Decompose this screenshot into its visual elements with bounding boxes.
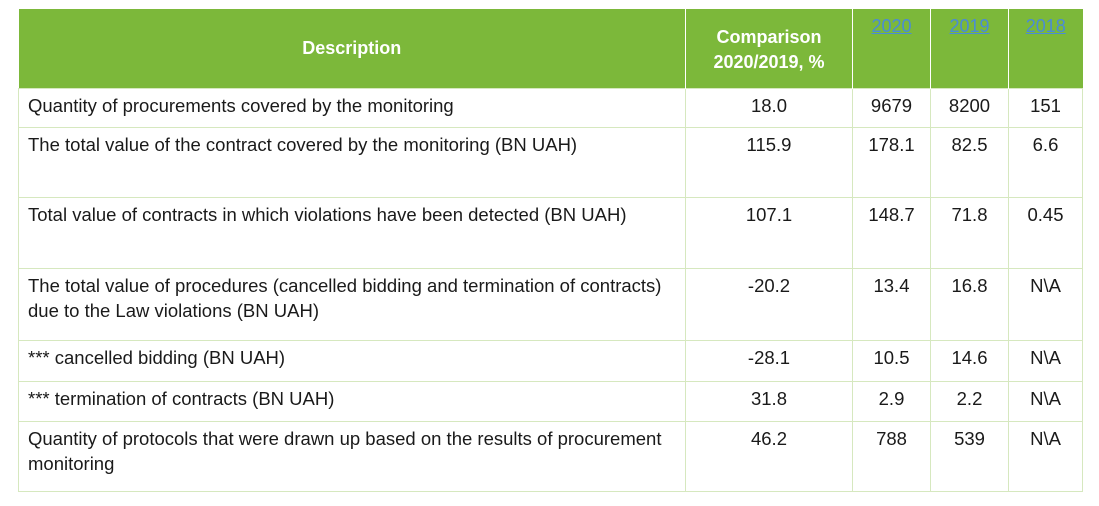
value-2018: 151 [1008,88,1083,128]
row-description: *** termination of contracts (BN UAH) [18,381,686,422]
year-2018-header: 2018 [1008,9,1083,89]
comparison-value: 107.1 [685,197,853,269]
row-description: Quantity of protocols that were drawn up… [18,421,686,492]
table-row: *** cancelled bidding (BN UAH) -28.1 10.… [18,340,1083,382]
year-2020-header: 2020 [852,9,931,89]
value-2020: 9679 [852,88,931,128]
value-2019: 82.5 [930,127,1009,198]
comparison-header: Comparison 2020/2019, % [685,9,853,89]
procurement-monitoring-table: Description Comparison 2020/2019, % 2020… [18,9,1083,492]
value-2020: 2.9 [852,381,931,422]
description-header: Description [18,9,686,89]
row-description: *** cancelled bidding (BN UAH) [18,340,686,382]
comparison-value: -28.1 [685,340,853,382]
value-2020: 788 [852,421,931,492]
value-2018: N\A [1008,421,1083,492]
value-2019: 71.8 [930,197,1009,269]
comparison-value: 115.9 [685,127,853,198]
value-2018: 0.45 [1008,197,1083,269]
table-row: Total value of contracts in which violat… [18,197,1083,269]
value-2019: 8200 [930,88,1009,128]
value-2018: N\A [1008,340,1083,382]
comparison-value: 46.2 [685,421,853,492]
year-2020-link[interactable]: 2020 [871,16,912,36]
value-2018: N\A [1008,381,1083,422]
year-2018-link[interactable]: 2018 [1025,16,1066,36]
value-2020: 178.1 [852,127,931,198]
value-2020: 148.7 [852,197,931,269]
row-description: Quantity of procurements covered by the … [18,88,686,128]
row-description: The total value of the contract covered … [18,127,686,198]
year-2019-link[interactable]: 2019 [949,16,990,36]
value-2019: 16.8 [930,268,1009,341]
table-row: Quantity of procurements covered by the … [18,88,1083,128]
value-2020: 10.5 [852,340,931,382]
value-2018: N\A [1008,268,1083,341]
header-row: Description Comparison 2020/2019, % 2020… [18,9,1083,89]
year-2019-header: 2019 [930,9,1009,89]
comparison-value: -20.2 [685,268,853,341]
table-row: The total value of procedures (cancelled… [18,268,1083,341]
value-2018: 6.6 [1008,127,1083,198]
value-2019: 2.2 [930,381,1009,422]
table-row: The total value of the contract covered … [18,127,1083,198]
value-2019: 539 [930,421,1009,492]
table-row: Quantity of protocols that were drawn up… [18,421,1083,492]
value-2020: 13.4 [852,268,931,341]
comparison-value: 18.0 [685,88,853,128]
comparison-value: 31.8 [685,381,853,422]
row-description: The total value of procedures (cancelled… [18,268,686,341]
table-row: *** termination of contracts (BN UAH) 31… [18,381,1083,422]
value-2019: 14.6 [930,340,1009,382]
row-description: Total value of contracts in which violat… [18,197,686,269]
